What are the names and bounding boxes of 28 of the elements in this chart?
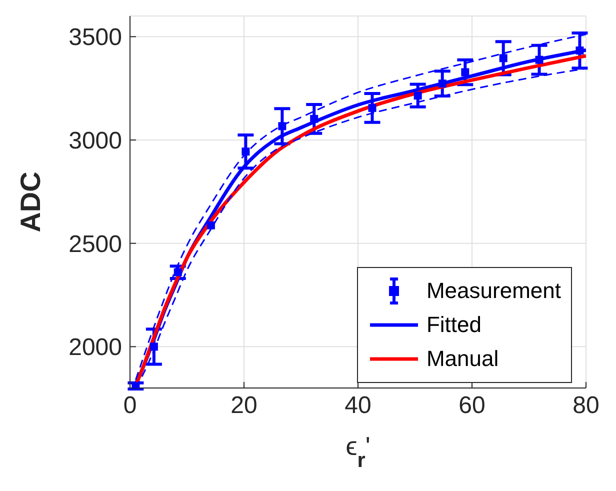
- point: [461, 68, 470, 76]
- point: [242, 148, 250, 156]
- x-tick-label: 80: [572, 392, 600, 420]
- x-axis-title: ϵ$_{r}$': [346, 431, 370, 472]
- point: [206, 221, 215, 230]
- y-tick-label: 3500: [68, 24, 122, 52]
- point: [414, 92, 422, 100]
- point: [499, 54, 508, 62]
- point: [132, 382, 140, 388]
- point: [438, 80, 446, 88]
- x-tick-label: 0: [123, 392, 137, 420]
- point: [535, 56, 544, 64]
- point: [576, 46, 584, 55]
- x-tick-label: 20: [230, 392, 258, 420]
- legend-label: Fitted: [426, 312, 482, 338]
- point: [150, 342, 158, 351]
- point: [310, 114, 318, 123]
- legend-label: Manual: [426, 346, 499, 372]
- x-tick-label: 60: [458, 392, 486, 420]
- point: [368, 104, 376, 112]
- legend-label: Measurement: [426, 278, 561, 304]
- point: [174, 268, 182, 276]
- x-tick-label: 40: [344, 392, 372, 420]
- y-axis-title: ADC: [14, 172, 46, 232]
- y-tick-label: 3000: [68, 128, 122, 155]
- y-tick-label: 2000: [68, 334, 122, 362]
- y-tick-label: 2500: [68, 230, 122, 258]
- point: [278, 122, 286, 130]
